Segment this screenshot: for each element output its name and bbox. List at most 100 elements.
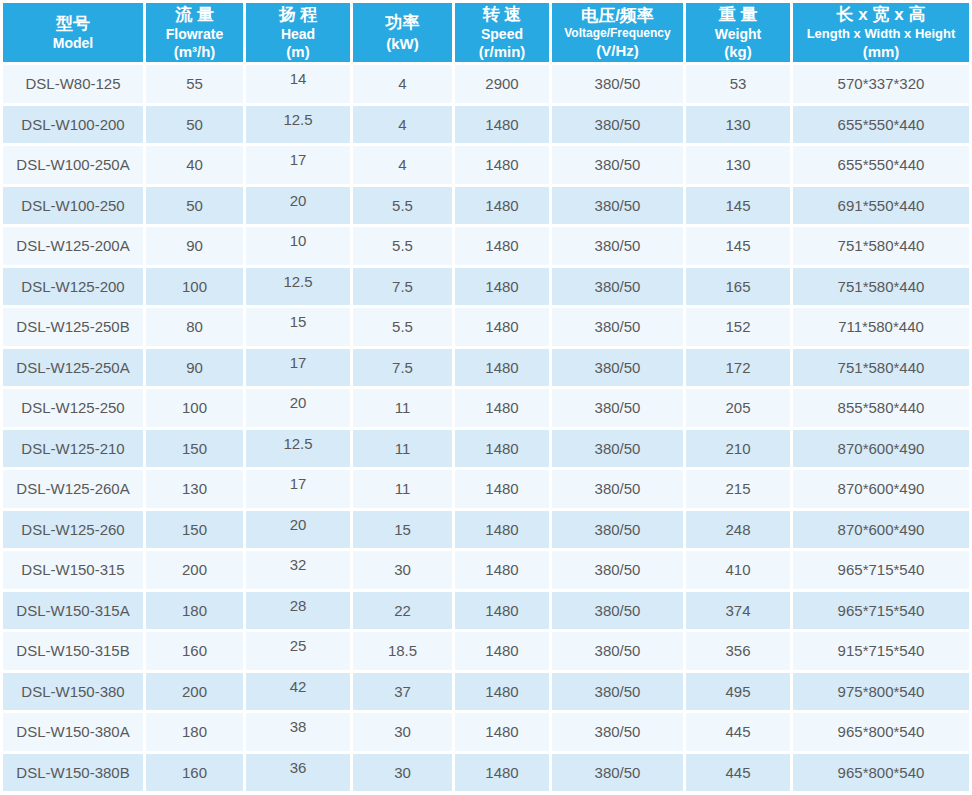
table-cell: 380/50 <box>552 187 683 225</box>
cell-value: 380/50 <box>595 156 641 173</box>
cell-value: 150 <box>182 521 207 538</box>
cell-value: 445 <box>725 764 750 781</box>
table-cell: 380/50 <box>552 389 683 427</box>
column-title-zh: 电压/频率 <box>552 6 683 26</box>
cell-value: 655*550*440 <box>838 156 925 173</box>
cell-value: 870*600*490 <box>838 440 925 457</box>
cell-value: 100 <box>182 399 207 416</box>
cell-value: 1480 <box>485 764 518 781</box>
cell-value: DSL-W125-200A <box>16 237 129 254</box>
cell-value: 380/50 <box>595 602 641 619</box>
column-title-zh: 流 量 <box>146 5 243 25</box>
cell-value: DSL-W150-380 <box>21 683 124 700</box>
cell-value: 172 <box>725 359 750 376</box>
cell-value: DSL-W100-250 <box>21 197 124 214</box>
column-title-zh: 扬 程 <box>246 5 350 25</box>
table-row: DSL-W125-250A90177.51480380/50172751*580… <box>3 349 969 387</box>
table-cell: 965*800*540 <box>793 754 969 792</box>
table-cell: 380/50 <box>552 268 683 306</box>
cell-value: 751*580*440 <box>838 359 925 376</box>
table-cell: 18.5 <box>353 632 452 670</box>
table-cell: 751*580*440 <box>793 349 969 387</box>
table-cell: 870*600*490 <box>793 430 969 468</box>
cell-value: 28 <box>290 597 307 614</box>
column-unit: (V/Hz) <box>552 42 683 59</box>
cell-value: 150 <box>182 440 207 457</box>
cell-value: 1480 <box>485 197 518 214</box>
column-title-zh: 型号 <box>3 14 143 34</box>
cell-value: 5.5 <box>392 237 413 254</box>
cell-value: 12.5 <box>283 435 312 452</box>
cell-value: 17 <box>290 354 307 371</box>
table-cell: 380/50 <box>552 349 683 387</box>
cell-value: 17 <box>290 475 307 492</box>
cell-value: 30 <box>394 561 411 578</box>
table-cell: 380/50 <box>552 673 683 711</box>
table-cell: 12.5 <box>246 268 350 306</box>
table-row: DSL-W125-21015012.5111480380/50210870*60… <box>3 430 969 468</box>
cell-value: 36 <box>290 759 307 776</box>
table-cell: 50 <box>146 187 243 225</box>
table-cell: 965*800*540 <box>793 713 969 751</box>
cell-value: 915*715*540 <box>838 642 925 659</box>
table-row: DSL-W150-315B1602518.51480380/50356915*7… <box>3 632 969 670</box>
model-cell: DSL-W150-315A <box>3 592 143 630</box>
cell-value: 965*715*540 <box>838 602 925 619</box>
model-cell: DSL-W125-250 <box>3 389 143 427</box>
column-title-en: Model <box>3 35 143 51</box>
pump-spec-page: 型号Model流 量Flowrate(m³/h)扬 程Head(m)功率(kW)… <box>0 0 972 795</box>
model-cell: DSL-W100-250A <box>3 146 143 184</box>
cell-value: 380/50 <box>595 116 641 133</box>
table-cell: 22 <box>353 592 452 630</box>
cell-value: DSL-W150-315 <box>21 561 124 578</box>
cell-value: 5.5 <box>392 197 413 214</box>
table-cell: 380/50 <box>552 470 683 508</box>
model-cell: DSL-W150-315B <box>3 632 143 670</box>
cell-value: 711*580*440 <box>838 318 924 335</box>
table-cell: 30 <box>353 713 452 751</box>
model-cell: DSL-W125-250A <box>3 349 143 387</box>
column-title-en: Voltage/Frequency <box>552 27 683 41</box>
table-cell: 1480 <box>455 389 549 427</box>
table-cell: 975*800*540 <box>793 673 969 711</box>
table-row: DSL-W80-125551442900380/5053570*337*320 <box>3 65 969 103</box>
cell-value: 12.5 <box>283 111 312 128</box>
table-cell: 152 <box>686 308 790 346</box>
cell-value: 11 <box>395 480 411 497</box>
table-cell: 20 <box>246 389 350 427</box>
table-cell: 32 <box>246 551 350 589</box>
table-row: DSL-W150-38020042371480380/50495975*800*… <box>3 673 969 711</box>
table-cell: 1480 <box>455 754 549 792</box>
cell-value: 180 <box>182 723 207 740</box>
table-row: DSL-W100-2005012.541480380/50130655*550*… <box>3 106 969 144</box>
table-cell: 160 <box>146 754 243 792</box>
cell-value: 380/50 <box>595 278 641 295</box>
table-cell: 5.5 <box>353 187 452 225</box>
table-row: DSL-W150-380A18038301480380/50445965*800… <box>3 713 969 751</box>
cell-value: 145 <box>725 237 750 254</box>
cell-value: 380/50 <box>595 75 641 92</box>
cell-value: 50 <box>186 197 203 214</box>
table-cell: 2900 <box>455 65 549 103</box>
cell-value: 751*580*440 <box>838 278 925 295</box>
table-cell: 380/50 <box>552 65 683 103</box>
cell-value: DSL-W80-125 <box>25 75 120 92</box>
table-cell: 150 <box>146 430 243 468</box>
table-row: DSL-W125-200A90105.51480380/50145751*580… <box>3 227 969 265</box>
cell-value: 855*580*440 <box>838 399 925 416</box>
cell-value: DSL-W150-380A <box>16 723 129 740</box>
table-cell: 205 <box>686 389 790 427</box>
table-cell: 11 <box>353 389 452 427</box>
cell-value: DSL-W100-250A <box>16 156 129 173</box>
table-header: 型号Model流 量Flowrate(m³/h)扬 程Head(m)功率(kW)… <box>3 3 969 62</box>
cell-value: 145 <box>725 197 750 214</box>
cell-value: 20 <box>290 192 307 209</box>
table-cell: 655*550*440 <box>793 146 969 184</box>
table-cell: 200 <box>146 551 243 589</box>
cell-value: 5.5 <box>392 318 413 335</box>
cell-value: 1480 <box>485 318 518 335</box>
column-unit: (m) <box>246 43 350 60</box>
cell-value: 38 <box>290 718 307 735</box>
table-cell: 200 <box>146 673 243 711</box>
cell-value: 1480 <box>485 116 518 133</box>
